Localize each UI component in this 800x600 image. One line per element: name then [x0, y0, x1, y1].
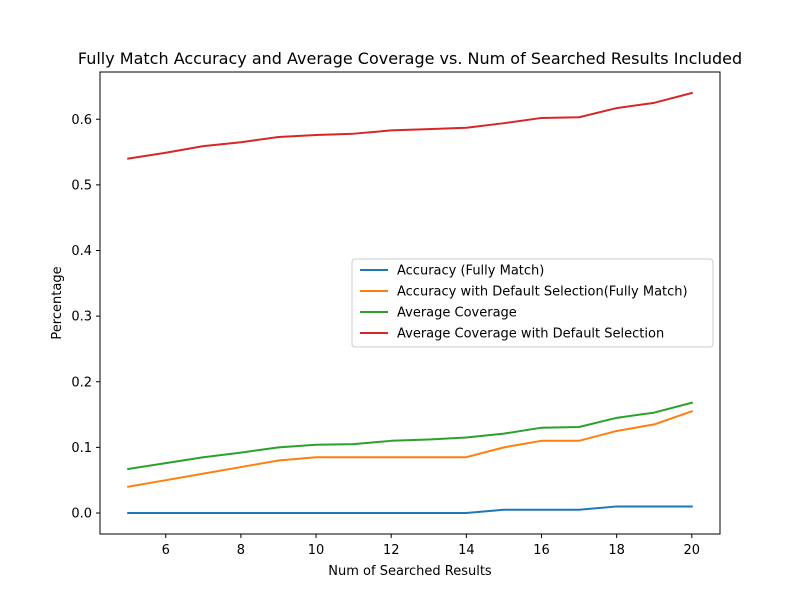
- y-tick-label: 0.6: [71, 113, 92, 128]
- x-tick-label: 8: [237, 543, 245, 558]
- y-tick-label: 0.0: [71, 507, 92, 522]
- y-tick-label: 0.5: [71, 178, 92, 193]
- x-tick-label: 12: [383, 543, 400, 558]
- x-tick-label: 16: [533, 543, 550, 558]
- x-tick-label: 20: [684, 543, 701, 558]
- x-tick-label: 10: [308, 543, 325, 558]
- legend: Accuracy (Fully Match) Accuracy with Defa…: [351, 258, 714, 348]
- plot-area: [127, 91, 694, 514]
- series-line-1: [127, 505, 693, 514]
- legend-label: Accuracy (Fully Match): [397, 264, 544, 279]
- x-axis: 6 8 10 12 14 16 18 20: [162, 534, 700, 558]
- series-line-4: [127, 91, 694, 160]
- y-tick-label: 0.1: [71, 441, 92, 456]
- plot-frame: [99, 71, 721, 535]
- series-line-3: [127, 401, 694, 471]
- x-tick-label: 18: [608, 543, 625, 558]
- legend-label: Average Coverage with Default Selection: [397, 327, 664, 342]
- y-tick-label: 0.2: [71, 375, 92, 390]
- x-tick-label: 6: [162, 543, 170, 558]
- chart-title: Fully Match Accuracy and Average Coverag…: [78, 49, 742, 68]
- y-axis: 0.0 0.1 0.2 0.3 0.4 0.5 0.6: [71, 113, 100, 522]
- legend-label: Average Coverage: [397, 306, 517, 321]
- series-line-2: [127, 410, 694, 488]
- y-tick-label: 0.3: [71, 310, 92, 325]
- legend-box: [351, 258, 714, 348]
- legend-label: Accuracy with Default Selection(Fully Ma…: [397, 285, 688, 300]
- x-tick-label: 14: [458, 543, 475, 558]
- y-axis-title: Percentage: [50, 266, 65, 339]
- y-tick-label: 0.4: [71, 244, 92, 259]
- x-axis-title: Num of Searched Results: [328, 564, 492, 579]
